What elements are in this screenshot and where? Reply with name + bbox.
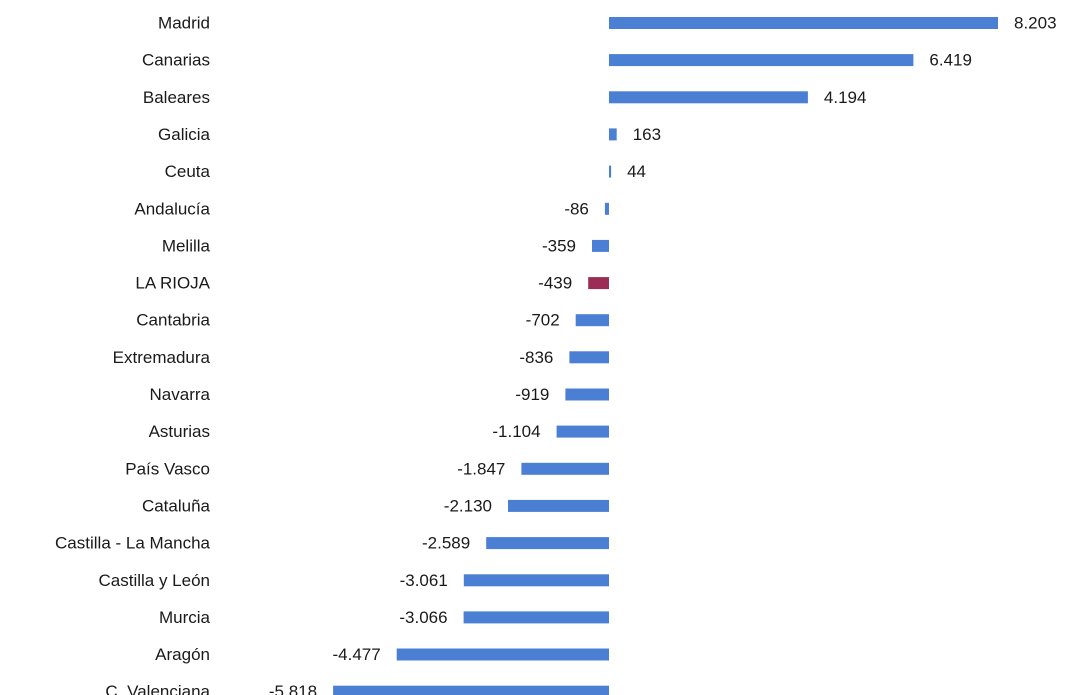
value-label-castilla-la-mancha: -2.589 xyxy=(422,534,470,553)
bar-castilla-y-leon xyxy=(463,574,609,587)
category-label-la-rioja: LA RIOJA xyxy=(135,274,210,293)
bar-baleares xyxy=(609,91,808,104)
value-label-aragon: -4.477 xyxy=(332,645,380,664)
value-label-cantabria: -702 xyxy=(526,311,560,330)
category-label-castilla-y-leon: Castilla y León xyxy=(98,571,210,590)
bar-galicia xyxy=(609,128,617,141)
value-label-madrid: 8.203 xyxy=(1014,14,1057,33)
bar-cantabria xyxy=(575,314,609,327)
value-label-la-rioja: -439 xyxy=(538,274,572,293)
category-label-aragon: Aragón xyxy=(155,645,210,664)
category-label-madrid: Madrid xyxy=(158,14,210,33)
category-label-c-valenciana: C. Valenciana xyxy=(105,682,210,695)
bar-cataluna xyxy=(508,499,609,512)
category-label-ceuta: Ceuta xyxy=(165,162,211,181)
category-label-baleares: Baleares xyxy=(143,88,210,107)
value-label-asturias: -1.104 xyxy=(492,422,540,441)
bar-asturias xyxy=(556,425,609,438)
value-label-c-valenciana: -5.818 xyxy=(269,682,317,695)
category-label-castilla-la-mancha: Castilla - La Mancha xyxy=(55,534,211,553)
category-label-cantabria: Cantabria xyxy=(136,311,210,330)
bar-pais-vasco xyxy=(521,462,609,475)
bar-murcia xyxy=(463,611,609,624)
bar-la-rioja xyxy=(588,277,609,290)
value-label-galicia: 163 xyxy=(633,125,661,144)
value-label-cataluna: -2.130 xyxy=(444,496,492,515)
bar-navarra xyxy=(565,388,609,401)
value-label-murcia: -3.066 xyxy=(399,608,447,627)
category-label-melilla: Melilla xyxy=(162,236,211,255)
bar-canarias xyxy=(609,54,914,67)
value-label-ceuta: 44 xyxy=(627,162,646,181)
category-label-andalucia: Andalucía xyxy=(134,199,210,218)
value-label-canarias: 6.419 xyxy=(929,51,972,70)
bar-ceuta xyxy=(609,165,612,178)
bar-melilla xyxy=(592,239,609,252)
bar-extremadura xyxy=(569,351,609,364)
value-label-castilla-y-leon: -3.061 xyxy=(400,571,448,590)
bar-c-valenciana xyxy=(333,685,609,695)
value-label-extremadura: -836 xyxy=(519,348,553,367)
value-label-melilla: -359 xyxy=(542,236,576,255)
category-label-cataluna: Cataluña xyxy=(142,496,211,515)
bar-castilla-la-mancha xyxy=(486,537,609,550)
category-label-extremadura: Extremadura xyxy=(113,348,211,367)
bar-andalucia xyxy=(604,202,609,215)
value-label-pais-vasco: -1.847 xyxy=(457,459,505,478)
value-label-baleares: 4.194 xyxy=(824,88,867,107)
category-label-navarra: Navarra xyxy=(150,385,211,404)
bar-madrid xyxy=(609,17,998,29)
value-label-navarra: -919 xyxy=(515,385,549,404)
value-label-andalucia: -86 xyxy=(564,199,589,218)
category-label-galicia: Galicia xyxy=(158,125,211,144)
category-label-pais-vasco: País Vasco xyxy=(125,459,210,478)
category-label-canarias: Canarias xyxy=(142,51,210,70)
category-label-asturias: Asturias xyxy=(149,422,210,441)
bar-aragon xyxy=(396,648,609,661)
category-label-murcia: Murcia xyxy=(159,608,211,627)
